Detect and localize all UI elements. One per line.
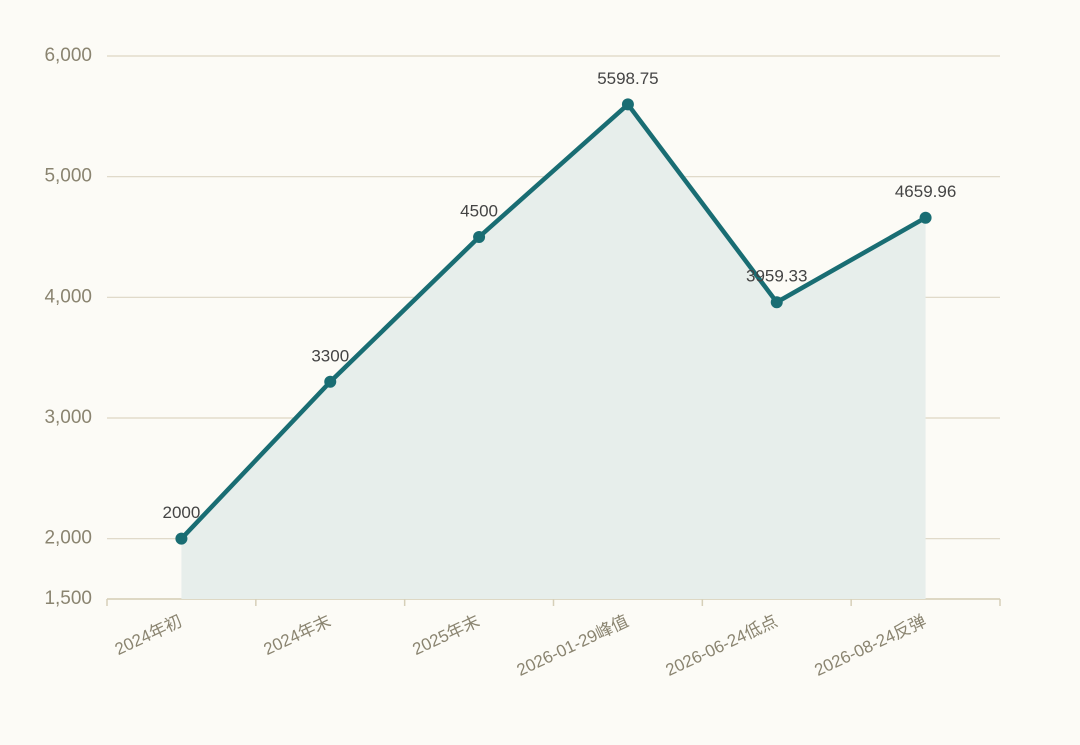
y-tick-label: 2,000 [44, 528, 92, 549]
point [175, 532, 188, 545]
y-tick-label: 6,000 [44, 45, 92, 66]
y-tick-label: 4,000 [44, 286, 92, 307]
x-tick-label: 2025年末 [410, 611, 483, 659]
value-label: 4500 [460, 201, 498, 220]
value-label: 2000 [163, 503, 201, 522]
x-tick-label: 2026-06-24低点 [663, 611, 781, 679]
value-label: 4659.96 [895, 182, 956, 201]
point [473, 231, 486, 243]
line [179, 102, 927, 541]
value-label: 3959.33 [746, 267, 807, 286]
x-tick-label: 2026-01-29峰值 [514, 611, 632, 679]
point [919, 211, 932, 224]
value-label: 3300 [311, 346, 349, 365]
y-tick-label: 1,500 [44, 588, 92, 609]
y-tick-label: 5,000 [44, 166, 92, 187]
x-tick-label: 2026-08-24反弹 [812, 611, 930, 679]
point [324, 375, 337, 388]
y-tick-label: 3,000 [44, 407, 92, 428]
point [770, 296, 783, 309]
point [621, 98, 634, 111]
x-tick-label: 2024年末 [261, 611, 334, 659]
x-tick-label: 2024年初 [112, 611, 185, 659]
area [181, 104, 926, 599]
value-label: 5598.75 [597, 69, 658, 88]
